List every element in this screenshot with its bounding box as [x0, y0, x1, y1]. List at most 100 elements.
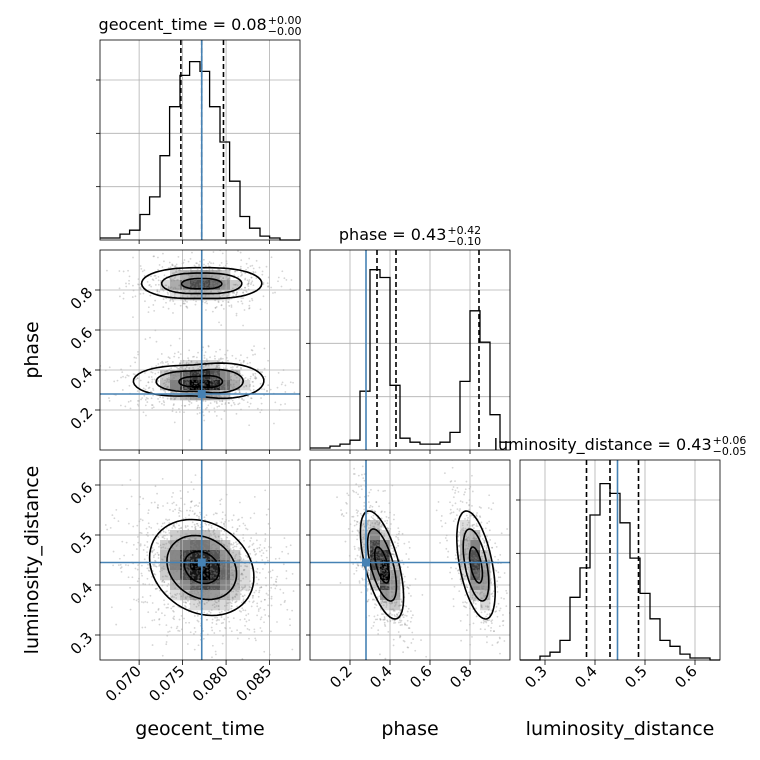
scatter-point — [195, 400, 198, 403]
scatter-point — [347, 527, 350, 530]
scatter-point — [503, 597, 505, 600]
scatter-point — [165, 542, 168, 545]
scatter-point — [155, 587, 158, 590]
scatter-point — [220, 565, 223, 568]
scatter-point — [213, 587, 216, 590]
density-cell — [380, 600, 391, 611]
scatter-point — [190, 549, 193, 552]
scatter-point — [196, 268, 199, 271]
scatter-point — [189, 574, 192, 577]
scatter-point — [197, 576, 200, 579]
scatter-point — [374, 603, 377, 606]
scatter-point — [165, 606, 168, 609]
scatter-point — [208, 389, 210, 392]
scatter-point — [384, 592, 387, 595]
scatter-point — [353, 524, 356, 527]
scatter-point — [122, 297, 125, 300]
scatter-point — [197, 367, 200, 370]
scatter-point — [176, 565, 178, 568]
scatter-point — [211, 275, 214, 278]
scatter-point — [256, 547, 259, 550]
scatter-point — [186, 565, 189, 567]
scatter-point — [475, 523, 478, 525]
scatter-point — [371, 542, 374, 545]
scatter-point — [128, 279, 130, 282]
scatter-point — [155, 565, 158, 568]
scatter-point — [229, 556, 231, 559]
scatter-point — [207, 599, 210, 602]
scatter-point — [253, 550, 256, 553]
scatter-point — [245, 620, 248, 623]
scatter-point — [196, 544, 199, 547]
scatter-point — [377, 579, 379, 582]
scatter-point — [134, 295, 137, 298]
scatter-point — [188, 538, 191, 541]
scatter-point — [155, 542, 158, 544]
scatter-point — [472, 527, 475, 530]
scatter-point — [213, 632, 216, 634]
scatter-point — [191, 547, 194, 550]
scatter-point — [216, 405, 219, 408]
scatter-point — [363, 543, 365, 546]
scatter-point — [408, 592, 410, 595]
scatter-point — [237, 518, 240, 521]
scatter-point — [185, 305, 188, 308]
scatter-point — [454, 554, 457, 557]
scatter-point — [212, 574, 215, 577]
scatter-point — [198, 601, 201, 603]
scatter-point — [170, 535, 173, 537]
scatter-point — [171, 407, 174, 410]
scatter-point — [501, 685, 503, 687]
scatter-point — [188, 290, 191, 292]
scatter-point — [168, 564, 171, 567]
scatter-point — [220, 542, 223, 544]
scatter-point — [187, 548, 190, 551]
scatter-point — [408, 541, 410, 543]
density-cell — [210, 560, 221, 571]
scatter-point — [377, 544, 380, 547]
scatter-point — [474, 556, 476, 559]
scatter-point — [240, 288, 243, 290]
scatter-point — [162, 536, 165, 539]
scatter-point — [228, 598, 231, 601]
scatter-point — [223, 523, 225, 526]
scatter-point — [148, 376, 150, 378]
scatter-point — [392, 553, 395, 556]
scatter-point — [213, 543, 215, 546]
scatter-point — [250, 349, 253, 351]
scatter-point — [385, 587, 387, 590]
scatter-point — [163, 382, 166, 385]
scatter-point — [484, 580, 487, 583]
scatter-point — [165, 381, 168, 384]
scatter-point — [162, 382, 165, 385]
scatter-point — [370, 516, 373, 518]
scatter-point — [481, 591, 483, 594]
scatter-point — [361, 473, 363, 476]
scatter-point — [222, 372, 225, 375]
scatter-point — [215, 402, 218, 405]
scatter-point — [207, 389, 210, 392]
x-tick-label: 0.085 — [232, 662, 275, 705]
scatter-point — [465, 601, 468, 604]
density-cell — [200, 290, 211, 301]
scatter-point — [117, 564, 120, 566]
scatter-point — [137, 353, 140, 356]
scatter-point — [482, 539, 485, 542]
scatter-point — [237, 300, 239, 303]
scatter-point — [214, 601, 217, 604]
scatter-point — [207, 364, 210, 367]
scatter-point — [220, 396, 222, 398]
scatter-point — [197, 275, 200, 278]
scatter-point — [391, 580, 394, 583]
scatter-point — [191, 590, 193, 593]
scatter-point — [240, 362, 242, 365]
scatter-point — [394, 541, 396, 544]
scatter-point — [170, 557, 173, 559]
scatter-point — [378, 521, 381, 524]
density-cell — [370, 520, 381, 531]
scatter-point — [176, 550, 179, 552]
scatter-point — [187, 538, 189, 540]
scatter-point — [158, 400, 161, 403]
scatter-point — [383, 565, 386, 568]
scatter-point — [213, 410, 216, 413]
